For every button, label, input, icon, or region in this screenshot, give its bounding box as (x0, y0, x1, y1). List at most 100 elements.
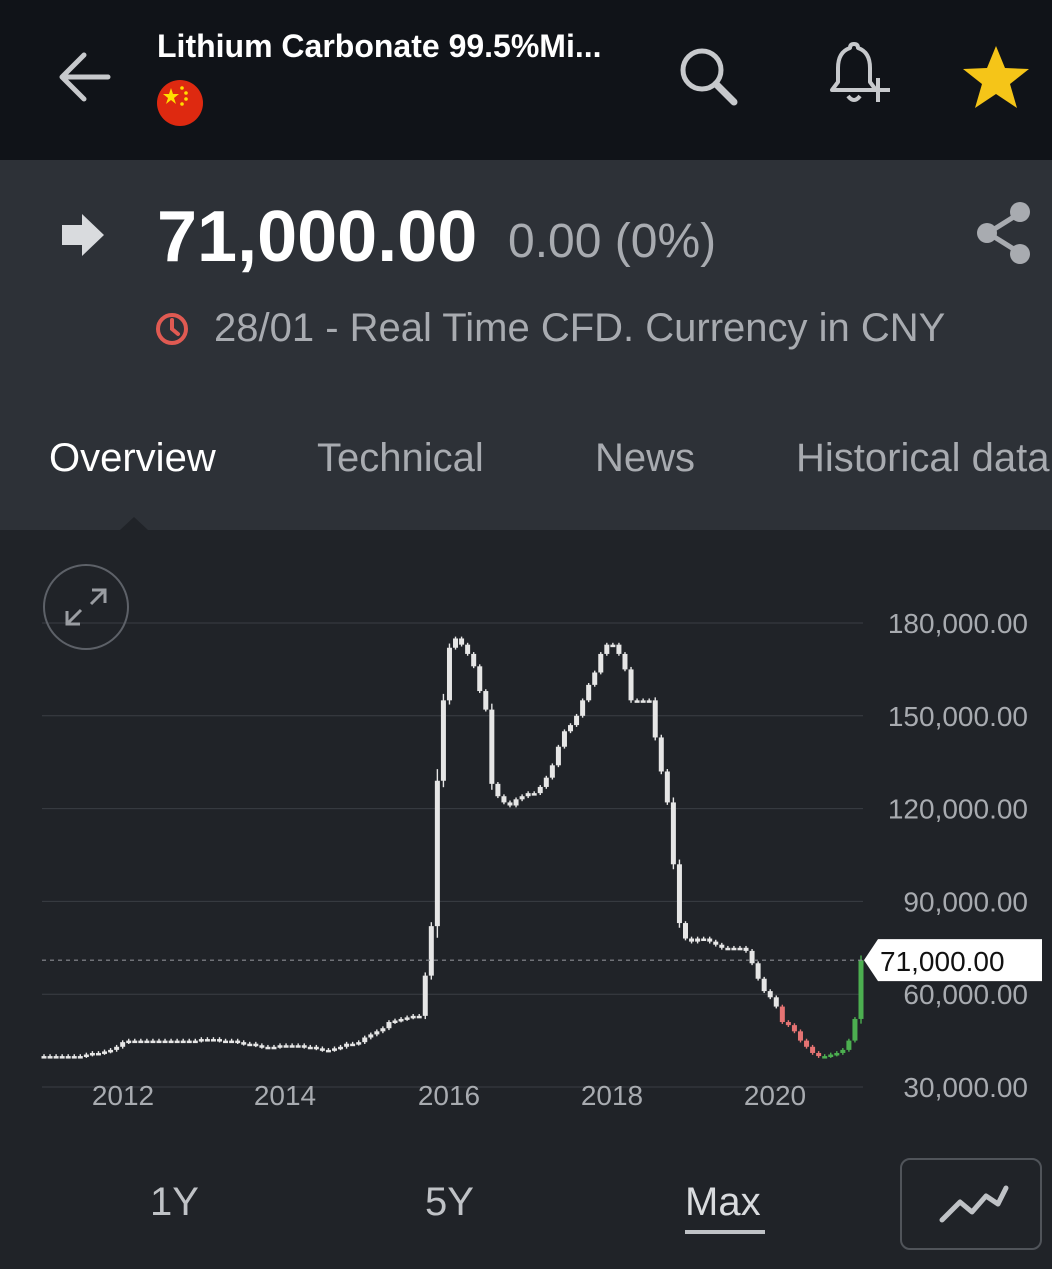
clock-icon (154, 311, 190, 347)
candle-body (41, 1056, 47, 1059)
candle-body (852, 1018, 858, 1041)
candle-body (217, 1039, 223, 1042)
candle-body (810, 1046, 816, 1053)
candle-body (180, 1040, 186, 1044)
candle-body (604, 644, 610, 654)
price-chart[interactable]: 180,000.00 150,000.00 120,000.00 90,000.00 6… (0, 530, 1052, 1130)
candle-body (701, 938, 707, 942)
candle-body (210, 1039, 216, 1042)
candle-body (77, 1056, 83, 1059)
candle-body (670, 802, 676, 865)
candle-body (362, 1037, 368, 1043)
candle-body (253, 1043, 259, 1047)
candle-body (519, 796, 525, 800)
y-tick-label: 90,000.00 (903, 886, 1028, 917)
x-tick-label: 2014 (254, 1080, 316, 1111)
candle-body (610, 644, 616, 648)
china-flag-icon (157, 80, 203, 126)
candle-body (682, 923, 688, 939)
candle-body (186, 1040, 192, 1044)
active-tab-indicator (120, 517, 148, 530)
candle-body (229, 1040, 235, 1044)
candle-body (386, 1022, 392, 1029)
candle-body (513, 799, 519, 806)
candle-body (410, 1015, 416, 1019)
range-1y-button[interactable]: 1Y (150, 1180, 199, 1224)
tab-technical[interactable]: Technical (317, 436, 484, 480)
search-icon[interactable] (672, 40, 744, 112)
candle-body (658, 737, 664, 772)
candle-body (767, 991, 773, 998)
price-change: 0.00 (0%) (508, 215, 717, 268)
x-tick-label: 2016 (418, 1080, 480, 1111)
candle-body (374, 1031, 380, 1035)
candle-body (731, 947, 737, 951)
candle-body (120, 1042, 126, 1047)
candle-body (791, 1025, 797, 1032)
candle-body (640, 700, 646, 703)
y-tick-label: 120,000.00 (888, 794, 1028, 825)
candle-body (89, 1052, 95, 1056)
line-chart-icon[interactable] (900, 1158, 1042, 1250)
candle-body (71, 1056, 77, 1059)
candle-body (525, 793, 531, 797)
candle-body (489, 709, 495, 784)
candle-body (126, 1040, 132, 1044)
candle-body (446, 647, 452, 701)
tab-overview[interactable]: Overview (49, 436, 216, 480)
candle-body (586, 684, 592, 701)
candle-body (628, 669, 634, 701)
right-arrow-icon (60, 212, 106, 263)
candle-body (144, 1040, 150, 1044)
candle-body (465, 644, 471, 654)
candle-body (440, 700, 446, 781)
candle-body (247, 1043, 253, 1047)
candle-body (138, 1040, 144, 1044)
y-tick-label: 60,000.00 (903, 979, 1028, 1010)
candle-body (344, 1043, 350, 1047)
arrow-left-icon[interactable] (50, 42, 120, 112)
candle-body (561, 731, 567, 747)
range-5y-button[interactable]: 5Y (425, 1180, 474, 1224)
candle-body (804, 1040, 810, 1047)
tab-historical-data[interactable]: Historical data (796, 436, 1050, 480)
candle-body (840, 1049, 846, 1053)
candle-body (162, 1040, 168, 1044)
star-icon[interactable] (958, 40, 1034, 116)
candle-body (108, 1049, 114, 1053)
candle-body (313, 1046, 319, 1050)
candle-body (477, 666, 483, 692)
candle-body (356, 1042, 362, 1045)
x-tick-label: 2018 (581, 1080, 643, 1111)
bell-plus-icon[interactable] (820, 38, 896, 114)
candle-body (737, 947, 743, 951)
candle-body (555, 746, 561, 766)
candle-body (846, 1040, 852, 1050)
candle-body (574, 715, 580, 726)
candle-body (259, 1045, 265, 1048)
candle-body (822, 1056, 828, 1059)
candle-body (301, 1045, 307, 1048)
candle-body (779, 1006, 785, 1023)
share-icon[interactable] (974, 200, 1034, 266)
candle-body (422, 975, 428, 1016)
tab-news[interactable]: News (595, 436, 696, 480)
candle-body (380, 1028, 386, 1032)
candle-body (453, 638, 459, 648)
candle-body (725, 947, 731, 951)
candle-body (858, 960, 864, 1019)
candle-body (743, 947, 749, 951)
x-tick-label: 2020 (744, 1080, 806, 1111)
range-max-button[interactable]: Max (685, 1180, 761, 1224)
quote-timestamp: 28/01 - Real Time CFD. Currency in CNY (214, 306, 946, 350)
candle-body (368, 1034, 374, 1038)
candle-body (416, 1015, 422, 1019)
candle-body (156, 1040, 162, 1044)
expand-chart-icon[interactable] (43, 564, 129, 650)
candle-body (689, 938, 695, 942)
candle-body (307, 1046, 313, 1050)
candle-body (325, 1049, 331, 1053)
candle-body (114, 1046, 120, 1050)
candle-body (198, 1039, 204, 1042)
candle-body (816, 1052, 822, 1057)
